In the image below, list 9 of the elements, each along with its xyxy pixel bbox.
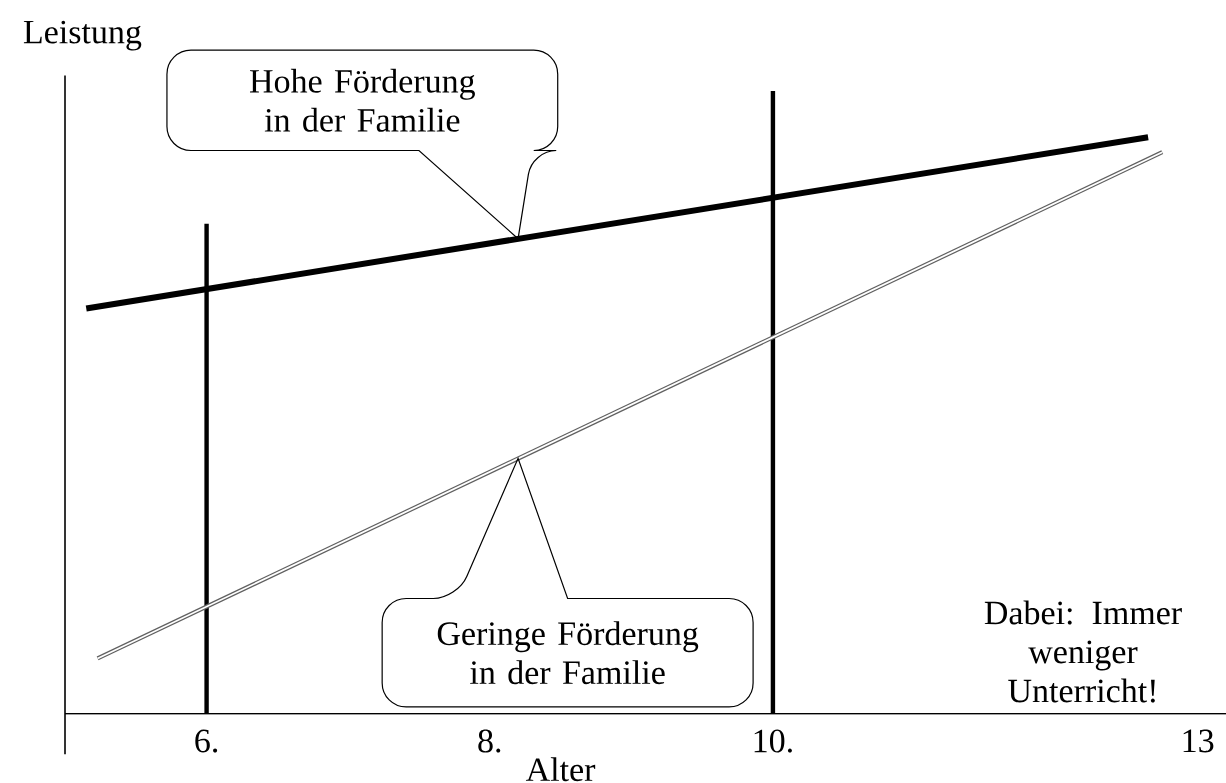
y-axis-title: Leistung xyxy=(23,20,142,51)
x-axis-title: Alter xyxy=(525,757,596,782)
annotation: Geringe Förderung in der Familie xyxy=(437,621,699,685)
x-tick-label: 10. xyxy=(754,729,792,753)
x-tick-label: 13 xyxy=(1183,729,1214,753)
annotation: Dabei: Immer weniger Unterricht! xyxy=(984,600,1182,703)
x-tick-label: 6. xyxy=(195,729,218,753)
text: Hohe Förderung in der Familie xyxy=(249,68,475,132)
x-tick-label: 8. xyxy=(478,729,501,753)
